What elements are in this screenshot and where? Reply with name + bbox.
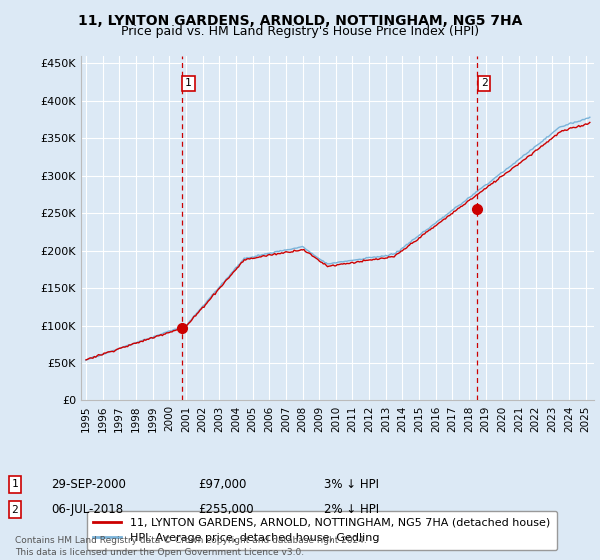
- Text: 29-SEP-2000: 29-SEP-2000: [51, 478, 126, 491]
- Text: 2: 2: [481, 78, 487, 88]
- Text: 11, LYNTON GARDENS, ARNOLD, NOTTINGHAM, NG5 7HA: 11, LYNTON GARDENS, ARNOLD, NOTTINGHAM, …: [78, 14, 522, 28]
- Text: 1: 1: [185, 78, 192, 88]
- Legend: 11, LYNTON GARDENS, ARNOLD, NOTTINGHAM, NG5 7HA (detached house), HPI: Average p: 11, LYNTON GARDENS, ARNOLD, NOTTINGHAM, …: [86, 511, 557, 550]
- Text: Price paid vs. HM Land Registry's House Price Index (HPI): Price paid vs. HM Land Registry's House …: [121, 25, 479, 38]
- Text: 3% ↓ HPI: 3% ↓ HPI: [324, 478, 379, 491]
- Text: Contains HM Land Registry data © Crown copyright and database right 2024.
This d: Contains HM Land Registry data © Crown c…: [15, 536, 367, 557]
- Text: 2% ↓ HPI: 2% ↓ HPI: [324, 503, 379, 516]
- Text: £255,000: £255,000: [198, 503, 254, 516]
- Text: £97,000: £97,000: [198, 478, 247, 491]
- Text: 2: 2: [11, 505, 19, 515]
- Text: 1: 1: [11, 479, 19, 489]
- Text: 06-JUL-2018: 06-JUL-2018: [51, 503, 123, 516]
